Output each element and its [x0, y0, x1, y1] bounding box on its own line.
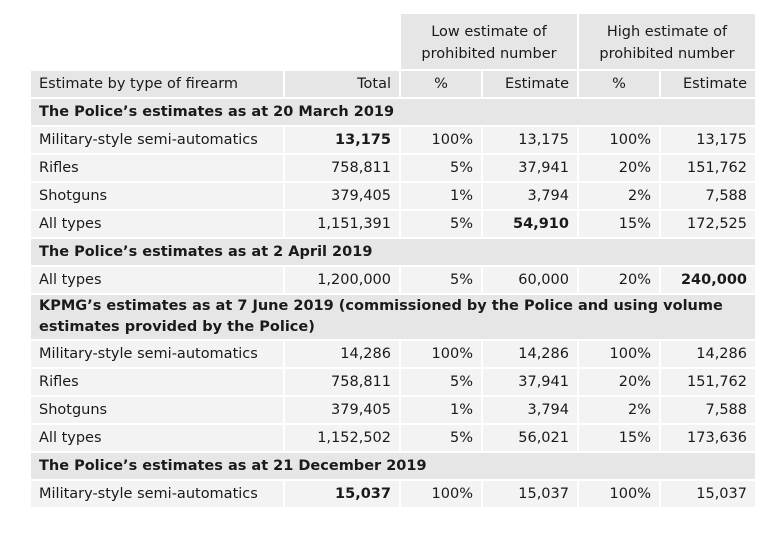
cell-high-pct: 100% — [579, 127, 659, 153]
table-row: Military-style semi-automatics 14,286 10… — [31, 341, 755, 367]
cell-type: All types — [31, 211, 283, 237]
cell-high-pct: 20% — [579, 155, 659, 181]
cell-low-estimate: 3,794 — [483, 183, 577, 209]
cell-high-pct: 20% — [579, 267, 659, 293]
col-header-low-pct: % — [401, 71, 481, 97]
cell-type: Rifles — [31, 155, 283, 181]
cell-type: Military-style semi-automatics — [31, 127, 283, 153]
cell-total: 14,286 — [285, 341, 399, 367]
section-title: The Police’s estimates as at 20 March 20… — [31, 99, 755, 125]
cell-low-estimate: 14,286 — [483, 341, 577, 367]
cell-low-estimate: 13,175 — [483, 127, 577, 153]
cell-total: 1,200,000 — [285, 267, 399, 293]
cell-low-estimate: 37,941 — [483, 369, 577, 395]
section-header-row: The Police’s estimates as at 20 March 20… — [31, 99, 755, 125]
cell-high-estimate: 172,525 — [661, 211, 755, 237]
cell-type: Shotguns — [31, 397, 283, 423]
cell-low-pct: 5% — [401, 155, 481, 181]
cell-total: 758,811 — [285, 155, 399, 181]
column-header-row: Estimate by type of firearm Total % Esti… — [31, 71, 755, 97]
col-header-total: Total — [285, 71, 399, 97]
cell-high-estimate: 151,762 — [661, 155, 755, 181]
cell-total: 379,405 — [285, 397, 399, 423]
firearm-estimates-table: Low estimate of prohibited number High e… — [29, 12, 757, 509]
table-row: All types 1,151,391 5% 54,910 15% 172,52… — [31, 211, 755, 237]
cell-total: 15,037 — [285, 481, 399, 507]
cell-total: 379,405 — [285, 183, 399, 209]
cell-high-estimate: 7,588 — [661, 183, 755, 209]
table-row: Rifles 758,811 5% 37,941 20% 151,762 — [31, 369, 755, 395]
cell-low-pct: 5% — [401, 369, 481, 395]
cell-high-pct: 100% — [579, 481, 659, 507]
cell-high-estimate: 151,762 — [661, 369, 755, 395]
section-header-row: The Police’s estimates as at 2 April 201… — [31, 239, 755, 265]
cell-low-estimate: 54,910 — [483, 211, 577, 237]
cell-high-estimate: 173,636 — [661, 425, 755, 451]
cell-high-pct: 2% — [579, 183, 659, 209]
section-title: KPMG’s estimates as at 7 June 2019 (comm… — [31, 295, 755, 339]
cell-low-pct: 5% — [401, 425, 481, 451]
cell-total: 1,152,502 — [285, 425, 399, 451]
table-row: Shotguns 379,405 1% 3,794 2% 7,588 — [31, 397, 755, 423]
cell-low-estimate: 37,941 — [483, 155, 577, 181]
col-header-low-estimate: Estimate — [483, 71, 577, 97]
table-row: All types 1,200,000 5% 60,000 20% 240,00… — [31, 267, 755, 293]
high-estimate-group-line-1: High estimate of — [606, 23, 728, 40]
cell-high-estimate: 240,000 — [661, 267, 755, 293]
cell-type: Military-style semi-automatics — [31, 341, 283, 367]
cell-total: 1,151,391 — [285, 211, 399, 237]
table-row: Military-style semi-automatics 15,037 10… — [31, 481, 755, 507]
cell-high-pct: 20% — [579, 369, 659, 395]
cell-total: 13,175 — [285, 127, 399, 153]
cell-type: Rifles — [31, 369, 283, 395]
cell-type: Shotguns — [31, 183, 283, 209]
table-row: Shotguns 379,405 1% 3,794 2% 7,588 — [31, 183, 755, 209]
cell-low-estimate: 15,037 — [483, 481, 577, 507]
cell-high-pct: 15% — [579, 425, 659, 451]
cell-low-pct: 5% — [401, 211, 481, 237]
cell-total: 758,811 — [285, 369, 399, 395]
section-header-row: KPMG’s estimates as at 7 June 2019 (comm… — [31, 295, 755, 339]
table-row: Military-style semi-automatics 13,175 10… — [31, 127, 755, 153]
cell-low-estimate: 3,794 — [483, 397, 577, 423]
col-header-type: Estimate by type of firearm — [31, 71, 283, 97]
cell-high-estimate: 7,588 — [661, 397, 755, 423]
low-estimate-group-header: Low estimate of prohibited number — [401, 14, 577, 69]
low-estimate-group-line-2: prohibited number — [421, 45, 557, 62]
cell-high-estimate: 15,037 — [661, 481, 755, 507]
cell-high-estimate: 14,286 — [661, 341, 755, 367]
group-header-row: Low estimate of prohibited number High e… — [31, 14, 755, 69]
cell-low-pct: 100% — [401, 481, 481, 507]
firearm-estimates-table-container: Low estimate of prohibited number High e… — [31, 14, 755, 507]
cell-high-pct: 100% — [579, 341, 659, 367]
cell-type: All types — [31, 425, 283, 451]
section-title: The Police’s estimates as at 21 December… — [31, 453, 755, 479]
cell-low-pct: 5% — [401, 267, 481, 293]
cell-low-estimate: 60,000 — [483, 267, 577, 293]
cell-low-estimate: 56,021 — [483, 425, 577, 451]
cell-low-pct: 1% — [401, 397, 481, 423]
header-blank-cell — [31, 14, 399, 69]
table-row: All types 1,152,502 5% 56,021 15% 173,63… — [31, 425, 755, 451]
cell-high-estimate: 13,175 — [661, 127, 755, 153]
high-estimate-group-line-2: prohibited number — [599, 45, 735, 62]
cell-type: Military-style semi-automatics — [31, 481, 283, 507]
cell-low-pct: 100% — [401, 341, 481, 367]
table-row: Rifles 758,811 5% 37,941 20% 151,762 — [31, 155, 755, 181]
cell-low-pct: 1% — [401, 183, 481, 209]
cell-low-pct: 100% — [401, 127, 481, 153]
low-estimate-group-line-1: Low estimate of — [431, 23, 547, 40]
col-header-high-estimate: Estimate — [661, 71, 755, 97]
col-header-high-pct: % — [579, 71, 659, 97]
high-estimate-group-header: High estimate of prohibited number — [579, 14, 755, 69]
cell-high-pct: 2% — [579, 397, 659, 423]
section-header-row: The Police’s estimates as at 21 December… — [31, 453, 755, 479]
cell-type: All types — [31, 267, 283, 293]
cell-high-pct: 15% — [579, 211, 659, 237]
section-title: The Police’s estimates as at 2 April 201… — [31, 239, 755, 265]
